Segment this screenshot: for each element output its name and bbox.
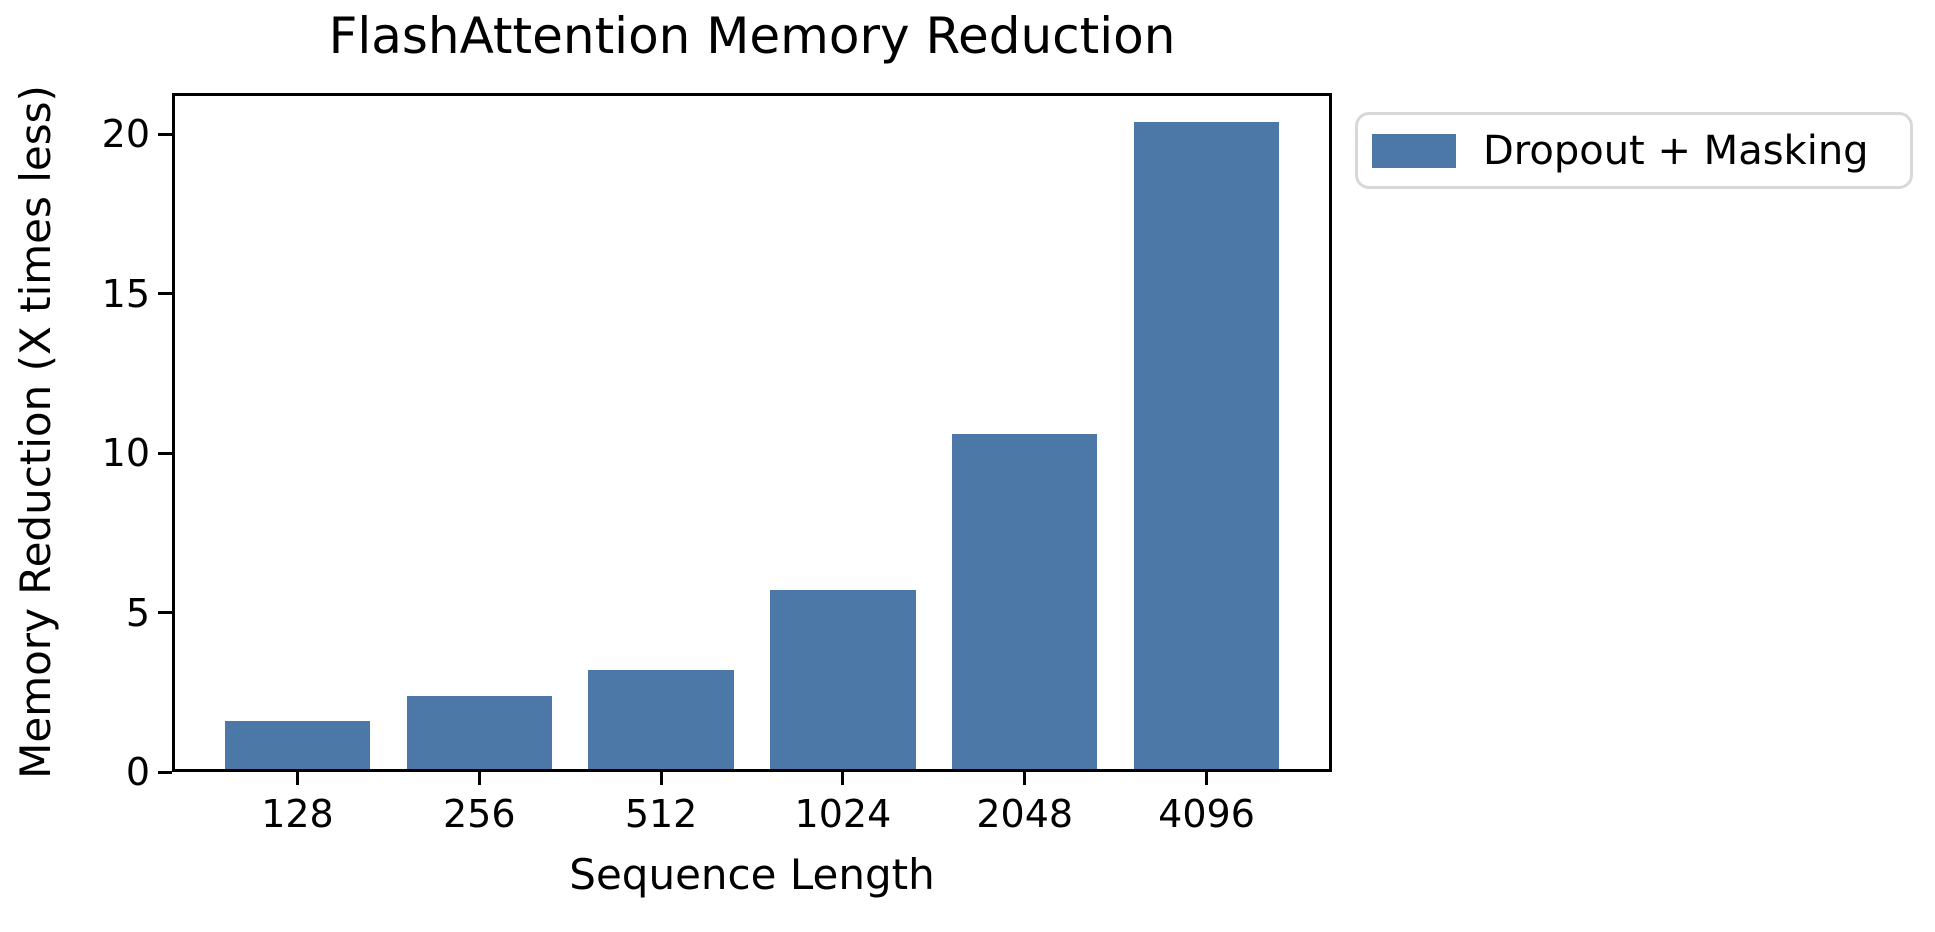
- x-tick-label: 1024: [794, 792, 892, 836]
- x-tick-mark: [1205, 772, 1209, 785]
- y-tick-label: 5: [125, 590, 150, 635]
- bar-512: [588, 670, 734, 769]
- y-tick-mark: [158, 132, 172, 136]
- bar-128: [224, 721, 371, 769]
- y-tick-mark: [158, 611, 172, 615]
- x-tick-mark: [295, 772, 299, 785]
- bar-256: [406, 695, 552, 769]
- y-tick-label: 10: [101, 431, 150, 476]
- x-axis-label: Sequence Length: [569, 850, 935, 899]
- x-tick-mark: [477, 772, 481, 785]
- x-tick-mark: [1023, 772, 1027, 785]
- x-tick-label: 512: [624, 792, 698, 836]
- y-tick-label: 20: [101, 112, 150, 157]
- x-tick-label: 128: [261, 792, 334, 836]
- chart-title: FlashAttention Memory Reduction: [328, 7, 1176, 65]
- y-tick-label: 0: [125, 750, 150, 794]
- legend-swatch: [1372, 133, 1456, 168]
- legend-label: Dropout + Masking: [1483, 127, 1869, 174]
- bar-2048: [952, 434, 1098, 769]
- y-tick-label: 15: [101, 271, 150, 316]
- legend: Dropout + Masking: [1355, 112, 1913, 189]
- plot-area: [172, 93, 1332, 772]
- x-tick-label: 4096: [1158, 792, 1255, 836]
- x-tick-mark: [659, 772, 663, 785]
- y-axis-label: Memory Reduction (X times less): [10, 85, 60, 779]
- y-tick-mark: [158, 770, 172, 774]
- y-tick-mark: [158, 292, 172, 296]
- y-tick-mark: [158, 451, 172, 455]
- x-tick-label: 2048: [976, 792, 1074, 836]
- bar-1024: [770, 590, 916, 769]
- bar-4096: [1133, 121, 1280, 769]
- x-tick-mark: [841, 772, 845, 785]
- x-tick-label: 256: [443, 792, 516, 836]
